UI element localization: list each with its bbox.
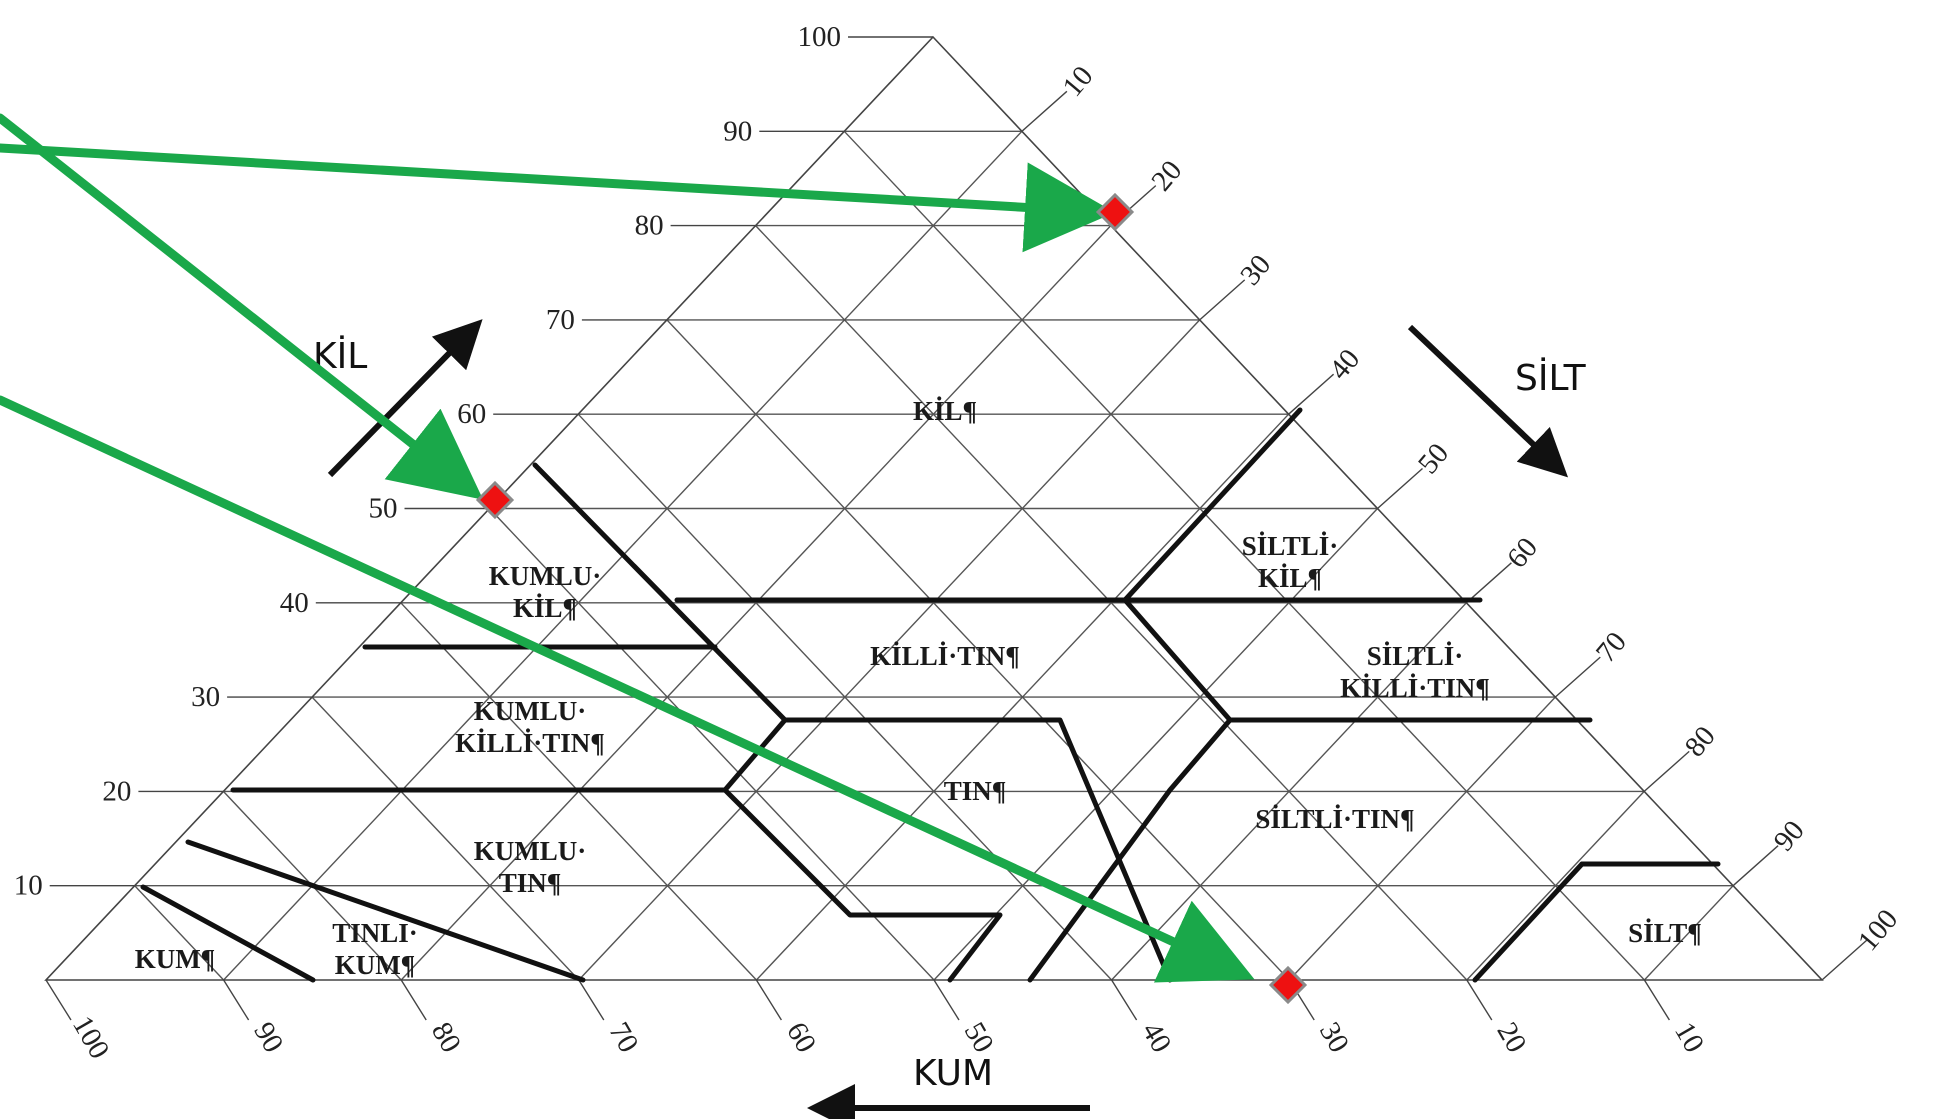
region-label-tinli-kum: TINLI· KUM¶ <box>332 918 418 980</box>
grid-line-sand-70 <box>311 696 580 981</box>
region-label-siltli-kil: SİLTLİ· KİL¶ <box>1242 531 1339 593</box>
sand-axis-title: KUM <box>913 1053 993 1094</box>
grid-line-silt-50 <box>933 508 1379 981</box>
sample-point-bottom <box>1268 965 1308 1005</box>
silt-tick-label: 50 <box>1412 437 1455 480</box>
sand-tick-label: 10 <box>1668 1017 1710 1058</box>
silt-tick-label: 40 <box>1323 343 1366 386</box>
silt-tick-line <box>1643 750 1690 792</box>
sand-tick-label: 30 <box>1313 1017 1355 1058</box>
silt-tick-label: 90 <box>1768 815 1811 858</box>
sand-tick-line <box>45 979 72 1021</box>
silt-tick-label: 30 <box>1234 249 1277 292</box>
sand-tick-label: 70 <box>602 1017 644 1058</box>
grid-line-sand-10 <box>843 130 1645 981</box>
sand-tick-label: 80 <box>425 1017 467 1058</box>
silt-tick-line <box>1288 373 1335 415</box>
arrow-to-bottom-point <box>0 395 1255 983</box>
sand-tick-label: 20 <box>1490 1017 1532 1058</box>
sand-tick-line <box>755 979 782 1021</box>
sand-tick-line <box>400 979 427 1021</box>
region-label-siltli-killi-tin: SİLTLİ· KİLLİ·TIN¶ <box>1340 641 1490 703</box>
clay-tick-label: 30 <box>191 681 220 713</box>
arrow-to-left-point <box>0 113 484 500</box>
region-label-kil: KİL¶ <box>913 396 977 426</box>
region-label-siltli-tin: SİLTLİ·TIN¶ <box>1255 804 1414 834</box>
sand-tick-label: 100 <box>66 1011 115 1065</box>
silt-tick-line <box>1821 939 1868 981</box>
clay-direction-arrow <box>327 319 483 478</box>
silt-tick-label: 20 <box>1145 154 1188 197</box>
grid-line-silt-80 <box>1466 790 1645 981</box>
grid-line-sand-90 <box>134 885 225 981</box>
silt-tick-line <box>1732 845 1779 887</box>
region-label-kumlu-killi-tin: KUMLU· KİLLİ·TIN¶ <box>455 696 605 758</box>
silt-tick-line <box>1021 90 1068 132</box>
sand-tick-label: 50 <box>958 1017 1000 1058</box>
silt-tick-line <box>1554 656 1601 698</box>
tick-lines <box>45 36 1868 1021</box>
sample-points <box>475 192 1308 1005</box>
sand-tick-line <box>578 979 605 1021</box>
sand-tick-line <box>933 979 960 1021</box>
region-label-silt: SİLT¶ <box>1628 918 1702 948</box>
grid-line-sand-30 <box>666 319 1290 981</box>
grid-line-sand-50 <box>488 508 935 981</box>
silt-tick-label: 100 <box>1852 903 1904 957</box>
triangle-grid <box>134 130 1734 981</box>
silt-axis-title: SİLT <box>1515 357 1587 399</box>
arrow-to-top-point <box>0 143 1115 253</box>
clay-tick-label: 70 <box>546 304 575 336</box>
sample-point-top <box>1095 192 1135 232</box>
clay-tick-label: 10 <box>14 870 43 902</box>
grid-line-silt-70 <box>1288 696 1556 981</box>
region-label-kumlu-tin: KUMLU· TIN¶ <box>474 836 587 898</box>
clay-tick-label: 20 <box>102 775 131 807</box>
sand-tick-label: 90 <box>247 1017 289 1058</box>
grid-line-silt-30 <box>578 319 1201 981</box>
silt-tick-line <box>1199 279 1246 321</box>
clay-tick-label: 100 <box>798 21 842 53</box>
grid-line-silt-90 <box>1643 885 1734 981</box>
sand-tick-line <box>1466 979 1493 1021</box>
silt-tick-line <box>1465 562 1512 604</box>
region-label-killi-tin: KİLLİ·TIN¶ <box>870 641 1020 671</box>
silt-tick-label: 10 <box>1056 60 1099 103</box>
green-annotation-arrows <box>0 113 1255 983</box>
sand-tick-line <box>1111 979 1138 1021</box>
clay-tick-label: 90 <box>723 115 752 147</box>
sand-tick-label: 60 <box>780 1017 822 1058</box>
silt-tick-label: 70 <box>1590 626 1633 669</box>
silt-direction-arrow <box>1407 324 1569 478</box>
clay-tick-label: 40 <box>280 587 309 619</box>
region-label-kumlu-kil: KUMLU· KİL¶ <box>489 561 602 623</box>
clay-tick-label: 80 <box>635 210 664 242</box>
silt-tick-line <box>1377 467 1423 510</box>
clay-tick-label: 60 <box>457 398 486 430</box>
clay-tick-label: 50 <box>369 493 398 525</box>
silt-tick-label: 60 <box>1501 532 1544 575</box>
region-label-kum: KUM¶ <box>135 944 216 974</box>
sand-tick-line <box>223 979 250 1021</box>
region-label-tin: TIN¶ <box>944 776 1007 806</box>
sample-point-left <box>475 480 515 520</box>
sand-tick-line <box>1643 979 1670 1021</box>
sand-tick-label: 40 <box>1135 1017 1177 1058</box>
silt-tick-label: 80 <box>1679 720 1722 763</box>
texture-class-boundaries <box>140 407 1721 983</box>
